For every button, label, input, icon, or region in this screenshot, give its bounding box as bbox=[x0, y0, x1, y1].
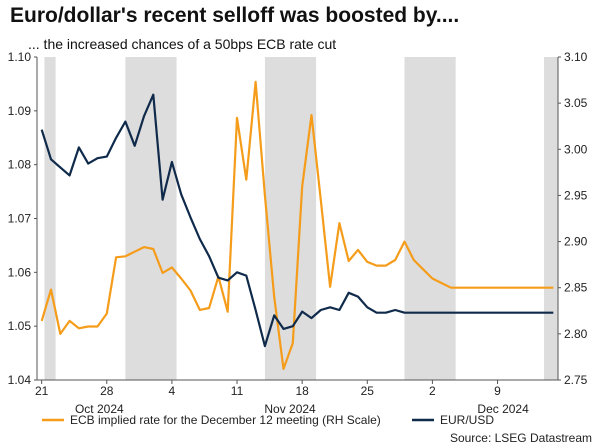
shaded-band bbox=[125, 57, 177, 380]
chart-title: Euro/dollar's recent selloff was boosted… bbox=[10, 4, 460, 27]
x-tick-label: 11 bbox=[231, 384, 244, 398]
x-tick-label: 25 bbox=[361, 384, 375, 398]
y-right-tick-label: 2.75 bbox=[564, 373, 588, 387]
x-month-label: Oct 2024 bbox=[75, 402, 124, 416]
legend-label-eurusd: EUR/USD bbox=[440, 413, 494, 427]
y-right-tick-label: 3.05 bbox=[564, 96, 588, 110]
x-tick-label: 2 bbox=[429, 384, 436, 398]
legend-label-ecb: ECB implied rate for the December 12 mee… bbox=[70, 413, 381, 427]
y-right-tick-label: 2.90 bbox=[564, 235, 588, 249]
eurusd-line bbox=[40, 93, 554, 348]
x-tick-label: 9 bbox=[494, 384, 501, 398]
y-right-tick-label: 2.85 bbox=[564, 281, 588, 295]
shaded-band bbox=[44, 57, 56, 380]
y-right-tick-label: 2.95 bbox=[564, 188, 588, 202]
shaded-band bbox=[544, 57, 558, 380]
y-left-tick-label: 1.06 bbox=[8, 265, 32, 279]
y-right-tick-label: 2.80 bbox=[564, 327, 588, 341]
source-note: Source: LSEG Datastream bbox=[450, 431, 592, 445]
x-tick-label: 4 bbox=[169, 384, 176, 398]
chart-subtitle: ... the increased chances of a 50bps ECB… bbox=[28, 36, 337, 52]
x-tick-label: 28 bbox=[100, 384, 114, 398]
y-left-tick-label: 1.08 bbox=[8, 158, 32, 172]
y-left-tick-label: 1.07 bbox=[8, 212, 32, 226]
x-tick-label: 18 bbox=[295, 384, 309, 398]
y-left-tick-label: 1.10 bbox=[8, 50, 32, 64]
shaded-band bbox=[264, 57, 317, 380]
y-left-tick-label: 1.09 bbox=[8, 104, 32, 118]
x-tick-label: 21 bbox=[35, 384, 49, 398]
shaded-band bbox=[404, 57, 456, 380]
x-month-label: Dec 2024 bbox=[477, 402, 529, 416]
ecb-implied-rate-line bbox=[40, 80, 554, 370]
y-right-tick-label: 3.00 bbox=[564, 142, 588, 156]
y-left-tick-label: 1.04 bbox=[8, 373, 32, 387]
x-month-label: Nov 2024 bbox=[264, 402, 316, 416]
y-left-tick-label: 1.05 bbox=[8, 319, 32, 333]
y-right-tick-label: 3.10 bbox=[564, 50, 588, 64]
